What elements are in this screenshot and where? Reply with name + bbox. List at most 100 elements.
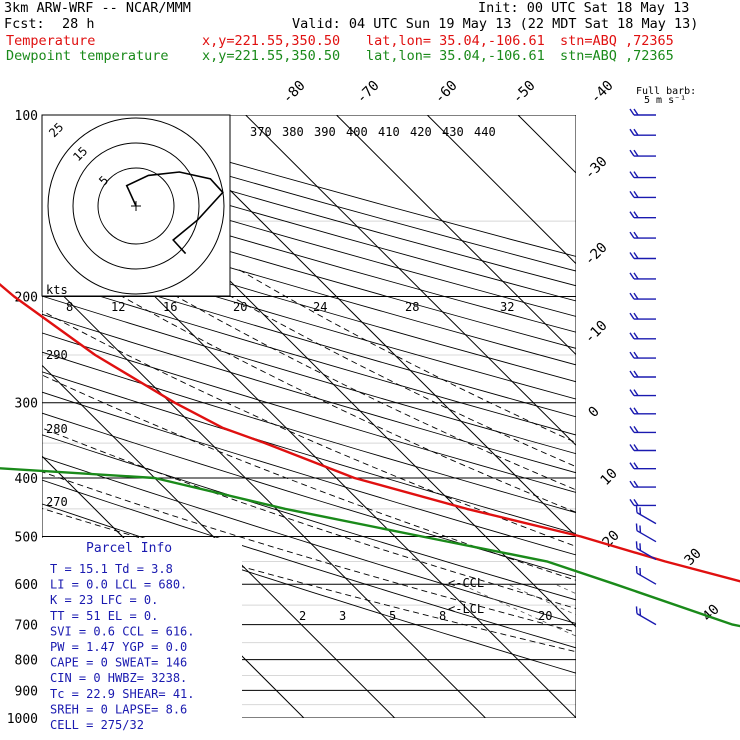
parcel-marker: <-CCL <box>448 576 484 590</box>
header: 3km ARW-WRF -- NCAR/MMM Init: 00 UTC Sat… <box>4 0 740 64</box>
wind-barb <box>629 292 656 300</box>
isobar-label: 400 <box>15 472 38 487</box>
barb-flag <box>629 171 635 178</box>
series-temp-latlon: lat,lon= 35.04,-106.61 <box>366 33 545 49</box>
isobar-label: 300 <box>15 397 38 412</box>
isotherm-line <box>426 115 576 265</box>
theta-label: 420 <box>410 125 432 139</box>
barb-flag <box>633 351 639 359</box>
barb-legend-line2: 5 m s⁻¹ <box>644 95 686 106</box>
wind-barb <box>635 523 657 543</box>
moist-adiabat <box>42 310 576 547</box>
wind-barb <box>629 389 656 397</box>
barb-flag <box>629 407 635 415</box>
mixing-ratio-label: 3 <box>339 609 346 623</box>
theta-label: 390 <box>314 125 336 139</box>
series-dew-name: Dewpoint temperature <box>6 48 169 64</box>
barb-flag <box>633 462 639 470</box>
isobar-label: 900 <box>15 684 38 699</box>
chart-series <box>0 282 740 628</box>
wind-barb <box>629 252 656 260</box>
series-dew-latlon: lat,lon= 35.04,-106.61 <box>366 48 545 64</box>
parcel-info-row: Tc = 22.9 SHEAR= 41. <box>50 687 195 701</box>
barb-flag <box>635 606 638 614</box>
mixing-ratio-label: 8 <box>66 300 73 314</box>
barb-flag <box>633 312 639 320</box>
parcel-info-row: K = 23 LFC = 0. <box>50 593 158 607</box>
isotherm-label-right: -10 <box>582 318 611 347</box>
moist-adiabat <box>237 268 576 444</box>
wind-barb <box>629 108 656 116</box>
dry-adiabat <box>42 295 576 455</box>
dry-adiabat <box>42 211 576 366</box>
barb-flag <box>633 272 639 280</box>
parcel-info-row: TT = 51 EL = 0. <box>50 609 158 623</box>
barb-flag <box>633 499 639 506</box>
theta-label: 380 <box>282 125 304 139</box>
barb-flag <box>639 608 642 616</box>
hodograph-ring <box>97 167 175 245</box>
wind-barbs <box>629 108 657 626</box>
hodograph-unit: kts <box>46 283 68 297</box>
hodograph-trace <box>125 171 224 255</box>
adiabat-label: 270 <box>46 495 68 509</box>
wind-barb <box>629 499 656 507</box>
dry-adiabat <box>42 412 576 578</box>
moist-adiabat <box>42 507 576 653</box>
barb-flag <box>629 351 635 359</box>
isotherm-label-right: 10 <box>598 466 621 489</box>
parcel-info-title: Parcel Info <box>86 541 172 556</box>
wind-barb <box>629 370 656 378</box>
series-line-dewpoint <box>0 467 740 628</box>
wind-barb <box>629 407 656 415</box>
mixing-ratio-label: 32 <box>500 300 514 314</box>
barb-flag <box>633 252 639 259</box>
wind-barb <box>635 565 657 585</box>
mixing-ratio-label: 28 <box>405 300 419 314</box>
barb-flag <box>629 149 635 157</box>
wind-barb <box>629 231 656 239</box>
barb-flag <box>629 231 635 239</box>
dry-adiabat <box>42 227 576 383</box>
barb-flag <box>633 407 639 415</box>
adiabat-label: 280 <box>46 422 68 436</box>
wind-barb <box>629 171 656 179</box>
isobar-label: 500 <box>15 530 38 545</box>
dry-adiabat <box>42 313 576 474</box>
mixing-ratio-line <box>650 584 740 718</box>
mixing-ratio-line <box>697 584 740 718</box>
dry-adiabat <box>42 479 576 649</box>
isotherm-line <box>154 115 576 537</box>
barb-flag <box>633 332 639 340</box>
barb-flag <box>635 523 638 531</box>
barb-flag <box>633 108 639 116</box>
parcel-info-row: CAPE = 0 SWEAT= 146 <box>50 656 187 670</box>
parcel-info-box <box>42 538 242 726</box>
theta-label: 430 <box>442 125 464 139</box>
dry-adiabat <box>42 243 576 400</box>
theta-label: 410 <box>378 125 400 139</box>
barb-flag <box>633 444 639 451</box>
parcel-marker: <-LCL <box>448 602 484 616</box>
barb-flag <box>629 499 635 506</box>
wind-barb <box>629 426 656 434</box>
wind-barb <box>629 272 656 280</box>
barb-flag <box>629 128 635 136</box>
theta-label: 400 <box>346 125 368 139</box>
isobar-label: 600 <box>15 578 38 593</box>
parcel-info-row: PW = 1.47 YGP = 0.0 <box>50 640 187 654</box>
barb-legend-line1: Full barb: <box>636 86 696 97</box>
barb-flag <box>629 191 635 198</box>
parcel-info-row: SVI = 0.6 CCL = 616. <box>50 624 195 638</box>
dry-adiabat <box>42 277 576 436</box>
adiabat-label: 290 <box>46 348 68 362</box>
isotherm-line <box>336 115 576 356</box>
mixing-ratio-label: 12 <box>111 300 125 314</box>
hodograph-ring <box>72 142 200 270</box>
barb-flag <box>629 444 635 451</box>
series-dew-stn: stn=ABQ ,72365 <box>560 48 674 64</box>
barb-flag <box>633 191 639 198</box>
dry-adiabat <box>42 434 576 601</box>
